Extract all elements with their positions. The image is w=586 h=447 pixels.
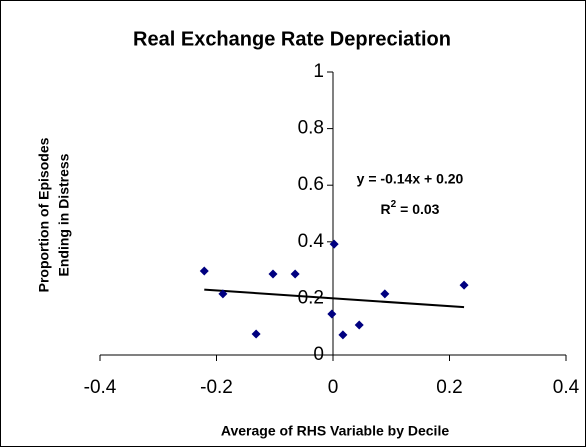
- chart-title: Real Exchange Rate Depreciation: [133, 28, 451, 50]
- data-point: [380, 289, 390, 299]
- r-squared-sup: 2: [391, 199, 397, 210]
- x-tick-label: 0.2: [436, 377, 462, 398]
- y-tick-label: 0.4: [298, 231, 325, 252]
- trendline: [204, 288, 465, 309]
- y-tick-label: 0.2: [298, 287, 324, 308]
- x-tick-label: -0.4: [84, 377, 117, 398]
- y-tick-label: 1: [313, 61, 324, 82]
- y-axis-title-line: Ending in Distress: [56, 153, 72, 276]
- x-axis-title: Average of RHS Variable by Decile: [221, 423, 449, 439]
- y-tick-label: 0.6: [298, 174, 324, 195]
- data-point: [218, 289, 228, 299]
- data-point: [199, 266, 209, 276]
- x-tick-label: 0: [328, 377, 339, 398]
- data-point: [268, 269, 278, 279]
- data-point: [290, 269, 300, 279]
- y-tick-label: 0.8: [298, 118, 324, 139]
- data-point: [251, 329, 261, 339]
- r-squared: R2 = 0.03: [381, 199, 440, 217]
- x-tick-label: 0.4: [553, 377, 580, 398]
- x-tick-label: -0.2: [200, 377, 233, 398]
- r-squared-base: R: [381, 201, 391, 217]
- data-point: [327, 309, 337, 319]
- data-point: [354, 320, 364, 330]
- y-tick-label: 0: [313, 344, 324, 365]
- y-axis-title-line: Proportion of Episodes: [36, 137, 52, 292]
- data-point: [459, 280, 469, 290]
- data-point: [338, 330, 348, 340]
- y-axis-title: Proportion of Episodes Ending in Distres…: [36, 137, 72, 292]
- trend-equation: y = -0.14x + 0.20: [357, 171, 464, 187]
- r-squared-rest: = 0.03: [396, 201, 439, 217]
- data-point: [329, 239, 339, 249]
